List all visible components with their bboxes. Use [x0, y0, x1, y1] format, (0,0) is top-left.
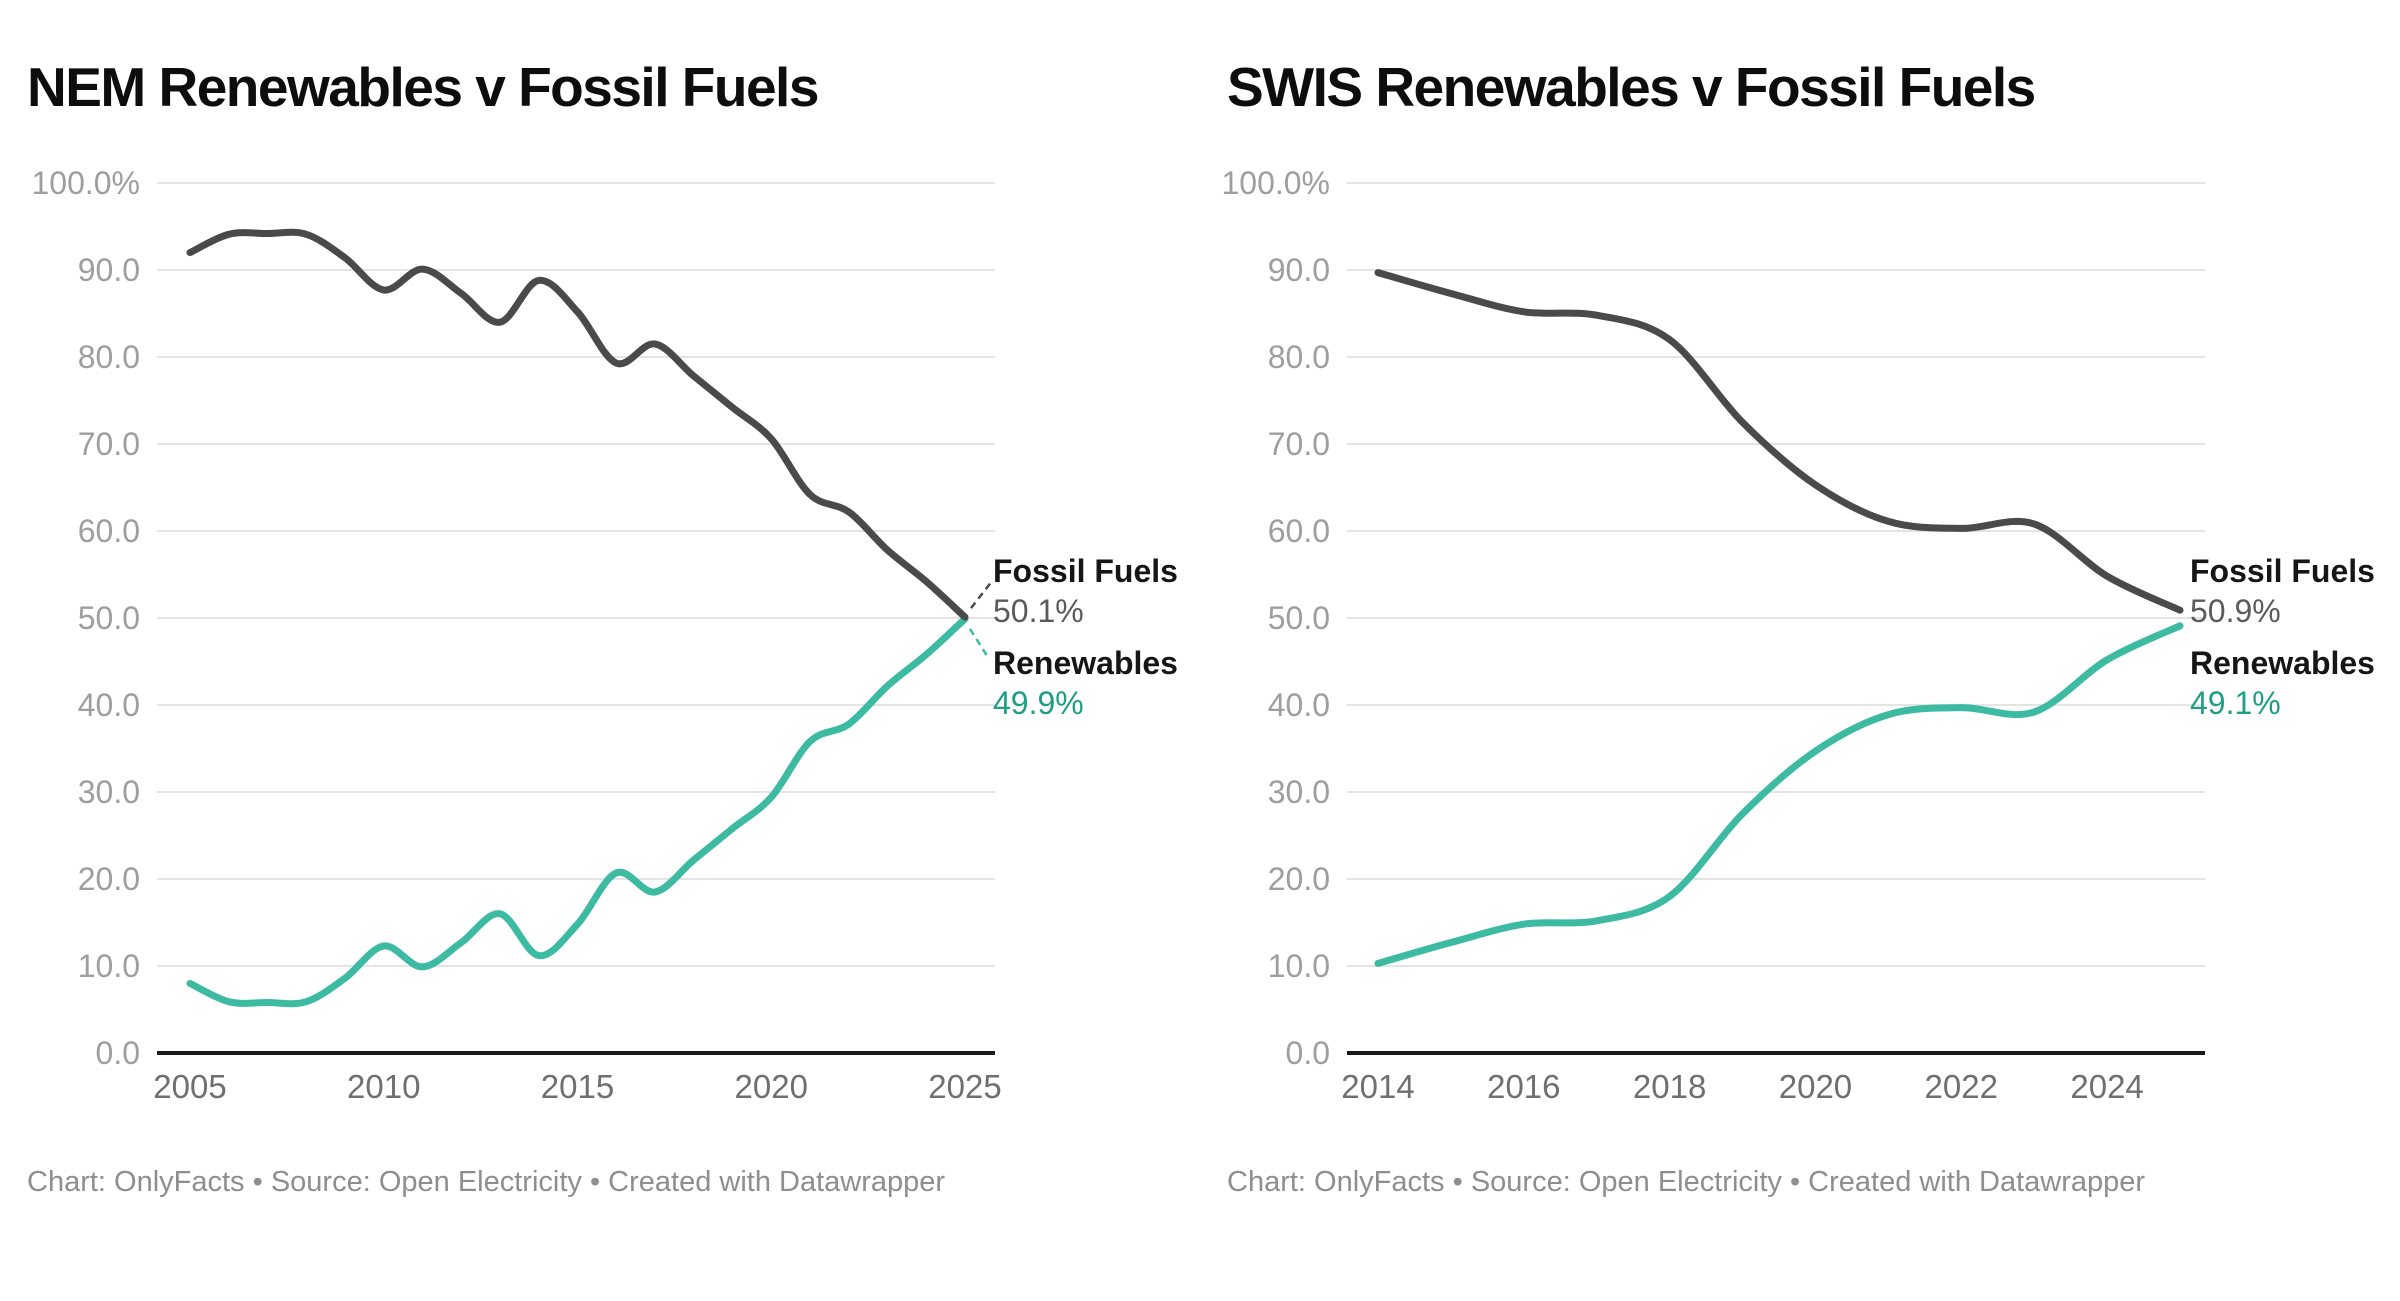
fossil-fuels-series-label: Fossil Fuels: [2190, 553, 2375, 589]
y-tick-label: 0.0: [1286, 1035, 1330, 1071]
x-tick-label: 2020: [1779, 1068, 1852, 1105]
renewables-line: [186, 615, 969, 1008]
y-tick-label: 100.0%: [1221, 165, 1330, 201]
series-end-labels: Fossil Fuels 50.9% Renewables 49.1%: [2190, 551, 2400, 723]
y-tick-label: 10.0: [78, 948, 140, 984]
nem-line-chart: 100.0% 90.0 80.0 70.0 60.0 50.0 40.0 30.0 20.0 10…: [31, 165, 1001, 1105]
chart-attribution: Chart: OnlyFacts • Source: Open Electric…: [27, 1166, 946, 1198]
renewables-line: [1374, 622, 2184, 967]
y-tick-label: 40.0: [1268, 687, 1330, 723]
y-tick-label: 50.0: [78, 600, 140, 636]
y-tick-label: 20.0: [1268, 861, 1330, 897]
x-tick-label: 2024: [2070, 1068, 2143, 1105]
x-tick-label: 2016: [1487, 1068, 1560, 1105]
y-tick-label: 70.0: [78, 426, 140, 462]
fossil-fuels-leader-line: [970, 580, 993, 609]
x-tick-label: 2018: [1633, 1068, 1706, 1105]
y-tick-label: 0.0: [96, 1035, 140, 1071]
y-tick-label: 30.0: [78, 774, 140, 810]
y-tick-label: 90.0: [78, 252, 140, 288]
y-tick-label: 90.0: [1268, 252, 1330, 288]
x-tick-label: 2015: [541, 1068, 614, 1105]
chart-panel-swis: SWIS Renewables v Fossil Fuels 100.0% 90.…: [1200, 0, 2400, 1301]
x-tick-label: 2025: [928, 1068, 1001, 1105]
x-tick-label: 2005: [153, 1068, 226, 1105]
chart-panel-nem: NEM Renewables v Fossil Fuels 100.0% 90.0…: [27, 56, 1178, 1199]
swis-line-chart: 100.0% 90.0 80.0 70.0 60.0 50.0 40.0 30.0 20.0 10…: [1221, 165, 2205, 1105]
fossil-fuels-series-label: Fossil Fuels: [993, 553, 1178, 589]
y-tick-label: 30.0: [1268, 774, 1330, 810]
y-tick-label: 60.0: [78, 513, 140, 549]
y-tick-label: 50.0: [1268, 600, 1330, 636]
y-tick-label: 20.0: [78, 861, 140, 897]
fossil-fuels-line: [186, 228, 969, 621]
chart-attribution: Chart: OnlyFacts • Source: Open Electric…: [1227, 1166, 2146, 1198]
fossil-fuels-series-value: 50.1%: [993, 593, 1084, 629]
fossil-fuels-series-value: 50.9%: [2190, 593, 2281, 629]
y-tick-label: 80.0: [1268, 339, 1330, 375]
y-tick-label: 60.0: [1268, 513, 1330, 549]
fossil-fuels-line: [1374, 269, 2184, 614]
x-tick-label: 2020: [735, 1068, 808, 1105]
renewables-series-label: Renewables: [2190, 645, 2375, 681]
x-tick-label: 2022: [1925, 1068, 1998, 1105]
renewables-series-label: Renewables: [993, 645, 1178, 681]
y-tick-label: 70.0: [1268, 426, 1330, 462]
renewables-series-value: 49.1%: [2190, 685, 2281, 721]
renewables-leader-line: [968, 628, 991, 660]
x-tick-label: 2014: [1341, 1068, 1414, 1105]
y-tick-label: 80.0: [78, 339, 140, 375]
x-tick-label: 2010: [347, 1068, 420, 1105]
chart-title-swis: SWIS Renewables v Fossil Fuels: [1227, 56, 2036, 118]
y-tick-label: 40.0: [78, 687, 140, 723]
y-tick-label: 100.0%: [31, 165, 140, 201]
series-end-labels: Fossil Fuels 50.1% Renewables 49.9%: [993, 551, 1233, 723]
y-tick-label: 10.0: [1268, 948, 1330, 984]
chart-title-nem: NEM Renewables v Fossil Fuels: [27, 56, 819, 118]
renewables-series-value: 49.9%: [993, 685, 1084, 721]
